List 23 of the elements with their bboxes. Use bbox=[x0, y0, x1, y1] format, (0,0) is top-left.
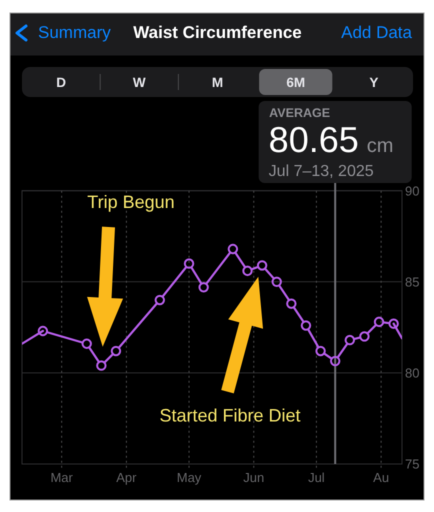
chart-title: Waist Circumference bbox=[133, 23, 302, 42]
text: Summary bbox=[38, 23, 112, 42]
y-tick-label: 75 bbox=[405, 456, 420, 472]
x-tick-label: Jul bbox=[308, 470, 325, 485]
x-tick-label: May bbox=[176, 470, 202, 485]
text: AVERAGE bbox=[269, 106, 330, 120]
text: M bbox=[212, 75, 224, 90]
annotation: Started Fibre Diet bbox=[159, 406, 301, 426]
text: Y bbox=[369, 75, 378, 90]
text: D bbox=[56, 75, 66, 90]
x-tick-label: Au bbox=[373, 470, 390, 485]
text: 80.65 cm bbox=[268, 119, 394, 160]
x-tick-label: Mar bbox=[50, 470, 74, 485]
y-tick-label: 80 bbox=[405, 365, 420, 380]
y-tick-label: 85 bbox=[405, 274, 420, 290]
x-tick-label: Apr bbox=[116, 470, 138, 485]
y-tick-label: 90 bbox=[405, 183, 420, 198]
text: Jul 7–13, 2025 bbox=[268, 163, 374, 180]
text: Add Data bbox=[341, 23, 413, 42]
text: W bbox=[132, 75, 146, 90]
x-tick-label: Jun bbox=[243, 470, 264, 485]
annotation: Trip Begun bbox=[87, 192, 175, 212]
text: 6M bbox=[286, 75, 306, 90]
